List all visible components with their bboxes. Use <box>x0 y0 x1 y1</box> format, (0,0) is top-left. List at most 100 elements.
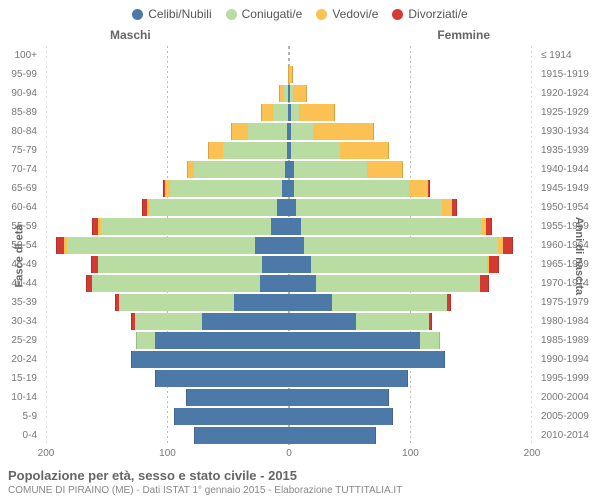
age-label: 100+ <box>0 46 40 65</box>
bar-segment <box>135 313 202 330</box>
bar-female <box>289 218 492 235</box>
x-tick: 200 <box>524 448 541 459</box>
bar-female <box>289 275 489 292</box>
x-tick: 100 <box>402 448 419 459</box>
bar-segment <box>289 408 393 425</box>
birth-label: 2000-2004 <box>538 388 600 407</box>
bar-segment <box>289 389 389 406</box>
legend-label: Celibi/Nubili <box>148 7 211 21</box>
bar-row <box>46 179 532 198</box>
age-label: 30-34 <box>0 312 40 331</box>
bar-segment <box>223 142 286 159</box>
chart-footer: Popolazione per età, sesso e stato civil… <box>8 468 402 496</box>
bar-segment <box>92 275 260 292</box>
bar-row <box>46 198 532 217</box>
birth-label: 1920-1924 <box>538 84 600 103</box>
legend-label: Coniugati/e <box>242 7 303 21</box>
header-female: Femmine <box>437 28 490 42</box>
bar-segment <box>489 256 499 273</box>
bar-male <box>91 256 289 273</box>
bar-male <box>131 351 289 368</box>
bar-segment <box>208 142 224 159</box>
bar-segment <box>367 161 403 178</box>
legend-item: Vedovi/e <box>316 7 378 21</box>
bar-segment <box>289 237 304 254</box>
bar-segment <box>442 199 452 216</box>
bar-female <box>289 351 445 368</box>
age-label: 0-4 <box>0 426 40 445</box>
bars-area <box>46 46 532 446</box>
bar-row <box>46 407 532 426</box>
birth-label: ≤ 1914 <box>538 46 600 65</box>
bar-female <box>289 370 408 387</box>
bar-segment <box>91 256 98 273</box>
bar-segment <box>255 237 289 254</box>
birth-label: 1980-1984 <box>538 312 600 331</box>
bar-female <box>289 85 307 102</box>
age-label: 40-44 <box>0 274 40 293</box>
birth-label: 1995-1999 <box>538 369 600 388</box>
bar-female <box>289 237 513 254</box>
birth-label: 1945-1949 <box>538 179 600 198</box>
bar-row <box>46 293 532 312</box>
bar-female <box>289 332 440 349</box>
bar-segment <box>273 104 288 121</box>
bar-female <box>289 142 389 159</box>
chart-subtitle: COMUNE DI PIRAINO (ME) - Dati ISTAT 1° g… <box>8 485 402 496</box>
bar-segment <box>293 85 308 102</box>
bar-segment <box>301 218 481 235</box>
bar-male <box>279 85 289 102</box>
bar-male <box>231 123 289 140</box>
x-tick: 0 <box>286 448 292 459</box>
bar-segment <box>409 180 427 197</box>
bar-segment <box>262 256 289 273</box>
bar-segment <box>296 199 442 216</box>
bar-segment <box>101 218 271 235</box>
birth-label: 1985-1989 <box>538 331 600 350</box>
bar-segment <box>304 237 498 254</box>
bar-segment <box>282 180 289 197</box>
age-label: 95-99 <box>0 65 40 84</box>
x-tick: 100 <box>159 448 176 459</box>
bar-female <box>289 294 451 311</box>
bar-segment <box>186 389 289 406</box>
bar-segment <box>340 142 389 159</box>
bar-segment <box>289 313 356 330</box>
bar-segment <box>289 332 420 349</box>
bar-segment <box>174 408 289 425</box>
bar-segment <box>332 294 447 311</box>
bar-segment <box>452 199 457 216</box>
birth-label: 1990-1994 <box>538 350 600 369</box>
legend-swatch <box>392 9 403 20</box>
bar-segment <box>289 351 445 368</box>
legend-item: Celibi/Nubili <box>132 7 211 21</box>
bar-male <box>174 408 289 425</box>
age-label: 35-39 <box>0 293 40 312</box>
bar-segment <box>503 237 513 254</box>
bar-female <box>289 180 430 197</box>
birth-label: 2010-2014 <box>538 426 600 445</box>
bar-segment <box>299 104 335 121</box>
bar-segment <box>67 237 255 254</box>
bar-row <box>46 160 532 179</box>
bar-row <box>46 236 532 255</box>
age-label: 80-84 <box>0 122 40 141</box>
bar-female <box>289 313 432 330</box>
bar-female <box>289 427 376 444</box>
bar-female <box>289 199 457 216</box>
bar-row <box>46 426 532 445</box>
age-label: 20-24 <box>0 350 40 369</box>
bar-male <box>56 237 289 254</box>
birth-label: 1940-1944 <box>538 160 600 179</box>
legend-swatch <box>226 9 237 20</box>
bar-segment <box>202 313 289 330</box>
bar-segment <box>155 332 289 349</box>
bar-row <box>46 103 532 122</box>
age-label: 55-59 <box>0 217 40 236</box>
plot-area: 100+95-9990-9485-8980-8475-7970-7465-696… <box>0 46 600 446</box>
bar-segment <box>289 199 296 216</box>
age-label: 10-14 <box>0 388 40 407</box>
bar-segment <box>291 142 340 159</box>
bar-segment <box>149 199 277 216</box>
bar-row <box>46 350 532 369</box>
